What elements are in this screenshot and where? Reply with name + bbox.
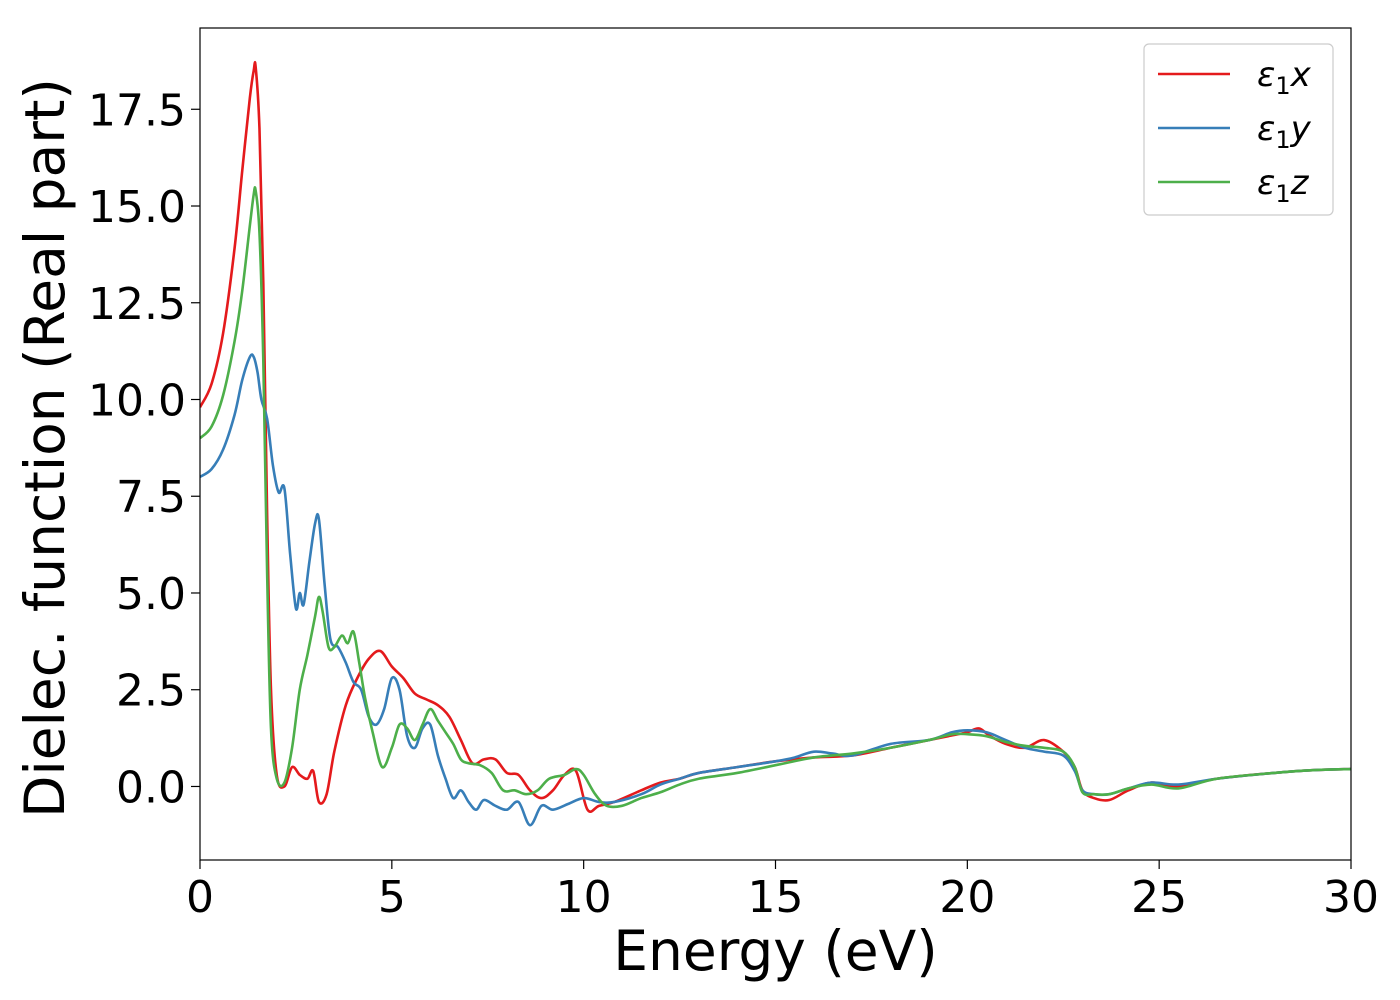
legend-label-z: ε1z xyxy=(1257,163,1310,208)
series-line-z xyxy=(200,186,1351,809)
legend-label-subscript: 1 xyxy=(1275,72,1290,100)
y-tick-label: 17.5 xyxy=(88,85,186,136)
legend-label-base: ε xyxy=(1257,109,1275,149)
legend-label-suffix: z xyxy=(1290,163,1310,203)
x-tick-label: 15 xyxy=(748,872,804,923)
y-tick-label: 10.0 xyxy=(88,375,186,426)
y-tick-label: 2.5 xyxy=(116,666,186,717)
x-tick-label: 30 xyxy=(1323,872,1379,923)
x-tick-label: 0 xyxy=(186,872,214,923)
legend-label-suffix: y xyxy=(1290,109,1312,149)
y-tick-label: 0.0 xyxy=(116,762,186,813)
x-axis-ticks: 0 5 10 15 20 25 30 xyxy=(186,860,1379,923)
y-tick-label: 12.5 xyxy=(88,279,186,330)
y-tick-label: 7.5 xyxy=(116,472,186,523)
y-axis-label: Dielec. function (Real part) xyxy=(13,78,77,818)
legend-label-x: ε1x xyxy=(1257,55,1312,100)
x-tick-label: 25 xyxy=(1131,872,1187,923)
x-tick-label: 5 xyxy=(378,872,406,923)
x-axis-label: Energy (eV) xyxy=(613,919,937,983)
x-tick-label: 20 xyxy=(939,872,995,923)
x-tick-label: 10 xyxy=(556,872,612,923)
series-group xyxy=(200,61,1351,827)
y-tick-label: 15.0 xyxy=(88,182,186,233)
y-axis-ticks: 0.0 2.5 5.0 7.5 10.0 12.5 15.0 17.5 xyxy=(88,85,200,813)
legend-label-base: ε xyxy=(1257,163,1275,203)
legend-label-subscript: 1 xyxy=(1275,180,1290,208)
y-tick-label: 5.0 xyxy=(116,569,186,620)
legend-label-base: ε xyxy=(1257,55,1275,95)
legend-label-suffix: x xyxy=(1290,55,1312,95)
legend-label-y: ε1y xyxy=(1257,109,1312,154)
legend-box xyxy=(1143,43,1334,216)
legend-label-subscript: 1 xyxy=(1275,126,1290,154)
